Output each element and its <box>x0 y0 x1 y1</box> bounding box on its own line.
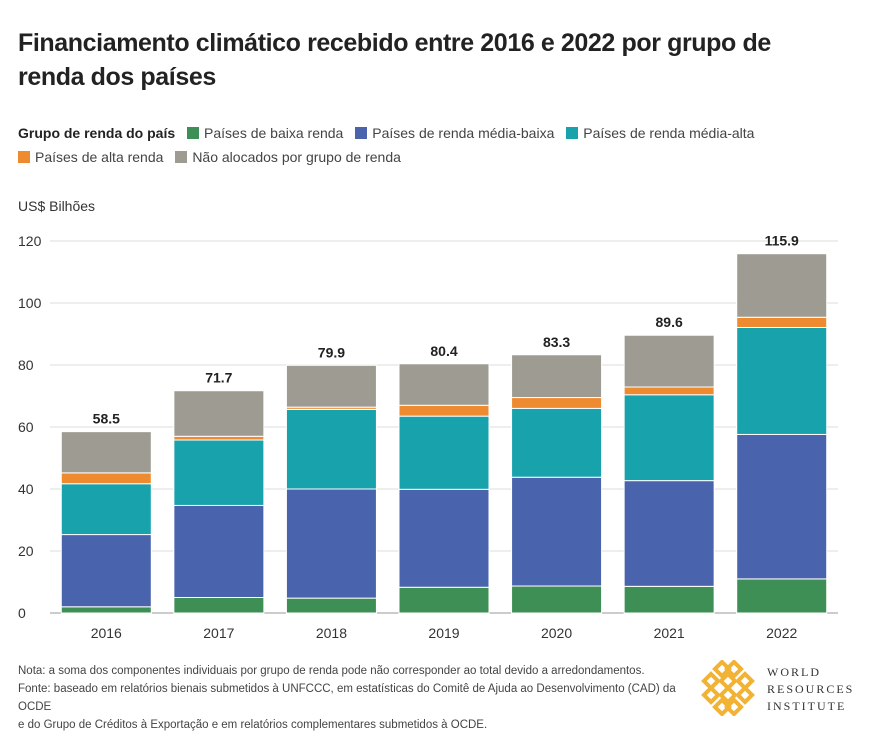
logo-line: RESOURCES <box>767 682 855 696</box>
bar-total-label: 58.5 <box>93 411 120 427</box>
x-tick-label: 2022 <box>766 625 797 641</box>
bar-total-label: 83.3 <box>543 334 570 350</box>
bar-segment <box>736 316 828 328</box>
stacked-bar-chart: US$ Bilhões 58.5 71.7 79.9 80.4 83.3 89.6 115.… <box>18 198 838 641</box>
bar-segment <box>398 488 490 588</box>
bar-segment <box>511 397 603 409</box>
bar-segment <box>285 488 377 599</box>
legend-item-label: Países de alta renda <box>35 149 164 165</box>
bar-total-label: 80.4 <box>430 343 457 359</box>
legend-item-lower-middle-income: Países de renda média-baixa <box>355 121 554 145</box>
axes: 0 20 40 60 80 100 120 2016 2017 2018 2019 2020 2021 2… <box>18 233 797 641</box>
x-tick-label: 2020 <box>541 625 572 641</box>
legend-item-label: Países de renda média-alta <box>583 125 755 141</box>
legend-item-label: Países de renda média-baixa <box>372 125 555 141</box>
bar-segment <box>623 480 715 587</box>
bar-segment <box>173 435 265 441</box>
legend-swatch <box>566 127 579 139</box>
bar-segment <box>173 439 265 506</box>
x-tick-label: 2017 <box>203 625 234 641</box>
y-tick-label: 100 <box>18 295 42 311</box>
bar-segment <box>623 386 715 396</box>
legend: Grupo de renda do país Países de baixa r… <box>18 121 848 169</box>
wri-logo-icon <box>701 660 755 716</box>
x-tick-label: 2016 <box>91 625 122 641</box>
y-tick-label: 0 <box>18 605 26 621</box>
source-text: Fonte: baseado em relatórios bienais sub… <box>18 683 676 713</box>
x-tick-label: 2019 <box>428 625 459 641</box>
bar-segment <box>511 407 603 478</box>
y-tick-label: 80 <box>18 357 34 373</box>
source-text-continued: e do Grupo de Créditos à Exportação e em… <box>18 719 488 731</box>
note-text: Nota: a soma dos componentes individuais… <box>18 665 645 677</box>
legend-item-high-income: Países de alta renda <box>18 145 163 169</box>
bar-total-label: 115.9 <box>765 233 799 249</box>
legend-item-unallocated: Não alocados por grupo de renda <box>175 145 401 169</box>
bar-segment <box>623 334 715 388</box>
legend-swatch <box>355 127 368 139</box>
wri-logo-text: WORLD RESOURCES INSTITUTE <box>767 664 854 715</box>
x-tick-label: 2018 <box>316 625 347 641</box>
bar-segment <box>398 586 490 614</box>
bars <box>60 253 828 614</box>
bar-segment <box>173 597 265 614</box>
y-tick-label: 40 <box>18 481 34 497</box>
bar-segment <box>511 354 603 399</box>
bar-segment <box>60 483 152 536</box>
bar-total-label: 79.9 <box>318 344 345 360</box>
bar-segment <box>285 408 377 490</box>
y-tick-label: 60 <box>18 419 34 435</box>
y-axis-label: US$ Bilhões <box>18 198 95 214</box>
legend-swatch <box>187 127 200 139</box>
bar-total-label: 71.7 <box>205 370 232 386</box>
bar-segment <box>736 433 828 580</box>
bar-segment <box>398 404 490 417</box>
bar-segment <box>285 597 377 614</box>
bar-segment <box>736 326 828 435</box>
legend-label: Grupo de renda do país <box>18 125 176 141</box>
chart-title: Financiamento climático recebido entre 2… <box>18 29 771 91</box>
bar-segment <box>511 476 603 587</box>
bar-segment <box>623 585 715 614</box>
bar-segment <box>60 431 152 474</box>
bar-segment <box>623 394 715 482</box>
bar-segment <box>398 363 490 406</box>
legend-swatch <box>18 151 30 163</box>
bar-segment <box>173 390 265 437</box>
legend-item-upper-middle-income: Países de renda média-alta <box>566 121 754 145</box>
bar-total-label: 89.6 <box>656 314 683 330</box>
y-tick-label: 120 <box>18 233 42 249</box>
legend-swatch <box>175 151 188 163</box>
legend-item-label: Não alocados por grupo de renda <box>192 149 401 165</box>
bar-segment <box>60 606 152 614</box>
legend-item-low-income: Países de baixa renda <box>187 121 343 145</box>
bar-segment <box>285 364 377 408</box>
bar-segment <box>60 472 152 485</box>
logo-line: WORLD <box>767 665 821 679</box>
legend-item-label: Países de baixa renda <box>204 125 344 141</box>
footnotes: Nota: a soma dos componentes individuais… <box>18 662 678 734</box>
logo-line: INSTITUTE <box>767 699 847 713</box>
bar-segment <box>736 578 828 614</box>
data-labels: 58.5 71.7 79.9 80.4 83.3 89.6 115.9 <box>93 233 799 427</box>
bar-segment <box>173 504 265 598</box>
y-tick-label: 20 <box>18 543 34 559</box>
bar-segment <box>60 534 152 608</box>
bar-segment <box>736 253 828 318</box>
x-tick-label: 2021 <box>654 625 685 641</box>
bar-segment <box>511 585 603 614</box>
bar-segment <box>398 415 490 490</box>
